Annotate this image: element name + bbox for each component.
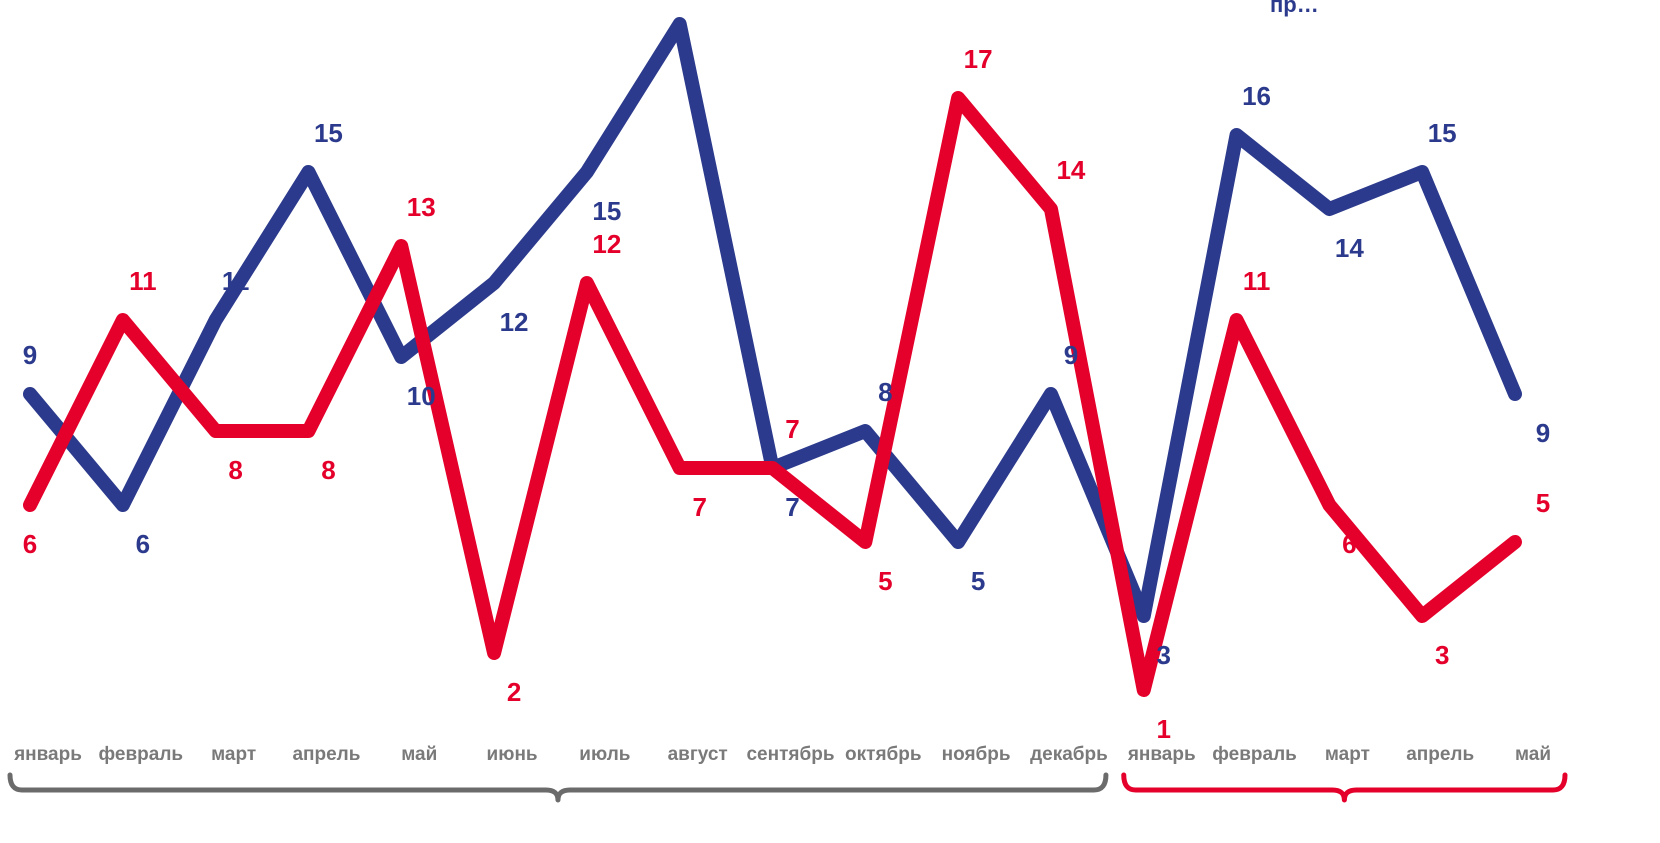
series-2-label-14: 6	[1342, 529, 1356, 559]
series-1-label-12: 3	[1157, 640, 1171, 670]
series-2-label-12: 1	[1157, 714, 1171, 744]
series-2-label-15: 3	[1435, 640, 1449, 670]
series-1-label-15: 15	[1428, 118, 1457, 148]
x-tick-label-0: январь	[13, 744, 82, 765]
series-1-label-4: 10	[407, 381, 436, 411]
series-2-label-3: 8	[321, 455, 335, 485]
x-tick-label-13: февраль	[1212, 744, 1297, 765]
x-tick-label-15: апрель	[1406, 744, 1474, 765]
series-2-label-4: 13	[407, 192, 436, 222]
series-2-line	[23, 91, 1522, 697]
x-tick-label-4: май	[401, 744, 437, 765]
series-1-label-16: 9	[1536, 418, 1550, 448]
series-1-label-8: 7	[785, 492, 799, 522]
legend-partial: пр…	[1270, 0, 1319, 17]
data-labels: 9611151012151978593161415961188132127751…	[23, 44, 1550, 744]
x-tick-label-3: апрель	[292, 744, 360, 765]
x-tick-label-5: июнь	[487, 744, 538, 765]
x-tick-label-9: октябрь	[845, 744, 922, 765]
x-tick-label-16: май	[1515, 744, 1551, 765]
series-1-label-11: 9	[1064, 340, 1078, 370]
x-tick-labels: январь февраль март апрель май июнь июль август…	[13, 744, 1551, 765]
series-2-label-2: 8	[228, 455, 242, 485]
series-1-label-14: 14	[1335, 233, 1364, 263]
series-2-label-1: 11	[129, 266, 157, 296]
x-tick-label-2: март	[211, 744, 256, 765]
series-2-label-9: 5	[878, 566, 892, 596]
x-tick-label-7: август	[668, 744, 728, 765]
x-tick-label-6: июль	[579, 744, 630, 765]
series-1-label-3: 15	[314, 118, 343, 148]
series-2-label-7: 7	[692, 492, 706, 522]
series-2-label-5: 2	[507, 677, 521, 707]
series-1-label-5: 12	[500, 307, 529, 337]
x-tick-label-14: март	[1325, 744, 1370, 765]
series-1-label-9: 8	[878, 377, 892, 407]
series-2-label-0: 6	[23, 529, 37, 559]
series-1-label-1: 6	[136, 529, 150, 559]
period-bracket-1	[7, 772, 1109, 803]
x-tick-label-8: сентябрь	[746, 744, 834, 765]
series-2-label-10: 17	[964, 44, 993, 74]
x-tick-label-10: ноябрь	[942, 744, 1011, 765]
series-1-label-10: 5	[971, 566, 985, 596]
series-2-label-16: 5	[1536, 488, 1550, 518]
series-1-line	[23, 17, 1522, 623]
series-2-label-6: 12	[592, 229, 621, 259]
x-tick-label-12: январь	[1127, 744, 1196, 765]
series-1-label-0: 9	[23, 340, 37, 370]
x-tick-label-11: декабрь	[1030, 744, 1108, 765]
series-2-label-8: 7	[785, 414, 799, 444]
series-1-label-6: 15	[592, 196, 621, 226]
period-brackets	[7, 772, 1568, 803]
series-1-label-2: 11	[222, 266, 250, 296]
period-bracket-2	[1121, 772, 1568, 803]
series-2-label-11: 14	[1056, 155, 1085, 185]
series-1-label-13: 16	[1242, 81, 1271, 111]
series-lines	[23, 17, 1522, 697]
series-2-label-13: 11	[1243, 266, 1271, 296]
x-tick-label-1: февраль	[99, 744, 184, 765]
